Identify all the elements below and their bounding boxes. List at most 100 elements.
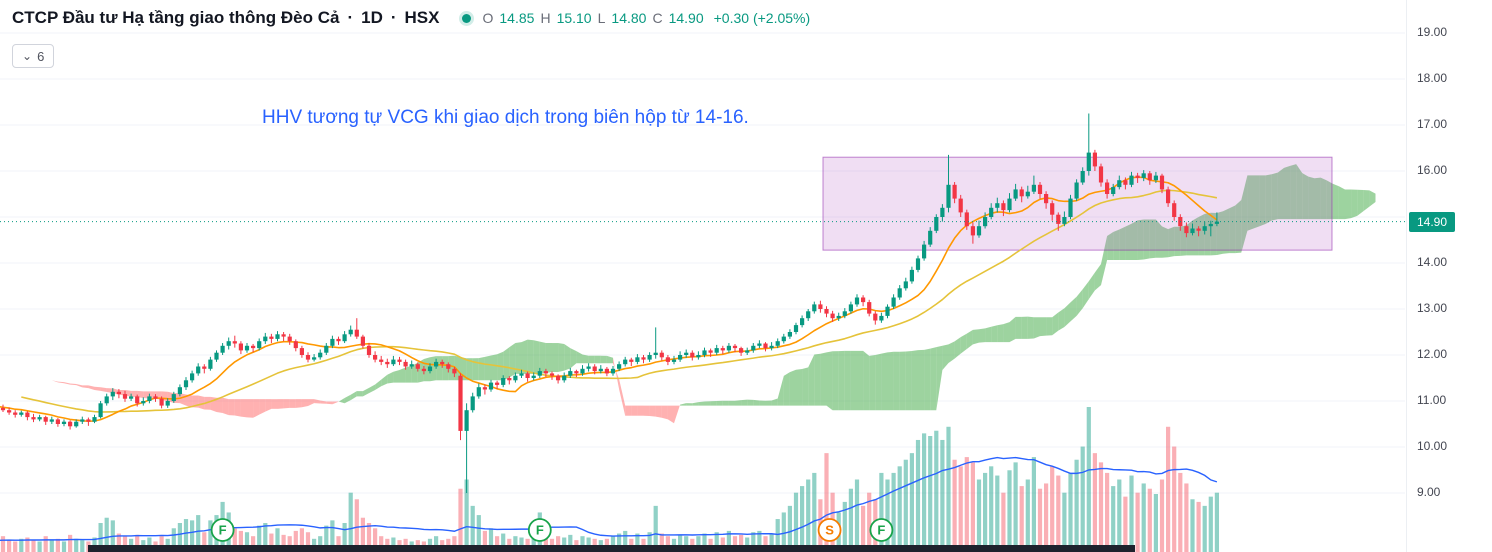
candle-body (671, 359, 677, 362)
cloud-bullish-segment (594, 355, 601, 364)
event-marker-circle (210, 518, 235, 542)
cloud-bullish-segment (509, 343, 516, 378)
cloud-bullish-segment (820, 352, 827, 406)
volume-bar (183, 519, 189, 552)
volume-bar (1159, 479, 1165, 552)
cloud-bullish-segment (1302, 173, 1309, 220)
cloud-bullish-segment (1332, 183, 1339, 220)
volume-bar (1129, 475, 1134, 552)
cloud-bullish-segment (600, 355, 607, 364)
cloud-bullish-segment (1119, 226, 1126, 261)
candle-body (891, 297, 896, 307)
candle-body (690, 352, 695, 358)
cloud-bullish-segment (1326, 180, 1333, 220)
event-marker-F[interactable]: F (210, 518, 235, 542)
candle-body (1129, 175, 1134, 185)
candle-body (220, 345, 225, 353)
volume-bar (909, 453, 914, 552)
volume-bar (281, 534, 286, 552)
candle-body (696, 355, 701, 358)
candle-body (147, 396, 152, 401)
event-marker-F[interactable]: F (527, 518, 552, 542)
candle-body (964, 212, 969, 227)
cloud-bullish-segment (759, 400, 766, 406)
cloud-bearish-segment (76, 383, 83, 388)
candle-body (842, 311, 847, 316)
cloud-bullish-segment (27, 376, 34, 378)
exchange-label: HSX (404, 8, 440, 27)
candle-body (488, 382, 494, 390)
candle-body (989, 207, 994, 217)
event-marker-S[interactable]: S (817, 518, 842, 542)
cloud-bearish-segment (240, 399, 247, 418)
candle-body (1031, 184, 1036, 192)
volume-bar (1037, 488, 1043, 552)
cloud-bearish-segment (228, 399, 235, 416)
legend-collapse-button[interactable]: ⌄ 6 (12, 44, 55, 68)
volume-bar (1111, 486, 1116, 552)
cloud-bullish-segment (722, 400, 729, 406)
candle-body (202, 366, 207, 369)
candle-body (464, 410, 469, 431)
candle-body (848, 304, 853, 312)
candle-body (214, 352, 219, 360)
volume-bar (495, 536, 500, 552)
cloud-bullish-segment (472, 358, 479, 381)
candle-body (1086, 152, 1091, 171)
candle-body (684, 352, 689, 355)
candle-body (501, 378, 506, 385)
volume-bar (177, 523, 182, 552)
volume-bar (244, 532, 250, 552)
indicator-count: 6 (37, 48, 45, 64)
candle-body (61, 421, 67, 424)
candle-body (836, 315, 841, 319)
candle-body (1062, 217, 1067, 224)
volume-bar (7, 540, 12, 552)
candle-body (385, 361, 390, 365)
price-axis[interactable]: 14.90 19.00 18.00 17.00 16.00 14.00 13.00 12.0… (1406, 0, 1492, 552)
bottom-panel-edge[interactable] (88, 545, 1135, 552)
volume-bar (769, 533, 774, 552)
candle-body (397, 359, 402, 362)
candle-body (745, 350, 750, 353)
event-marker-F[interactable]: F (869, 518, 894, 542)
volume-bar (196, 515, 201, 552)
volume-bar (476, 515, 481, 552)
volume-bar (74, 538, 79, 552)
candle-body (342, 334, 347, 342)
cloud-bearish-segment (216, 397, 223, 413)
volume-bar (305, 532, 311, 552)
candle-body (659, 352, 664, 358)
text-drawing-annotation[interactable]: HHV tương tự VCG khi giao dịch trong biê… (262, 107, 749, 128)
candle-body (244, 345, 250, 351)
cloud-bullish-segment (954, 337, 961, 359)
cloud-bullish-segment (698, 401, 705, 406)
volume-bar (202, 532, 207, 552)
cloud-bullish-segment (1046, 317, 1053, 336)
candle-body (129, 396, 134, 399)
candle-body (153, 396, 158, 399)
candle-body (251, 345, 256, 349)
candle-body (336, 338, 341, 342)
cloud-bullish-segment (1241, 175, 1248, 253)
volume-bar (586, 537, 591, 552)
volume-bar (897, 466, 902, 552)
symbol-legend: CTCP Đầu tư Hạ tầng giao thông Đèo Cả · … (12, 8, 810, 28)
cloud-bullish-segment (1229, 205, 1236, 254)
cloud-bullish-segment (997, 324, 1004, 343)
volume-bar (958, 466, 963, 552)
volume-bar (635, 533, 640, 552)
volume-bar (293, 530, 298, 552)
symbol-title[interactable]: CTCP Đầu tư Hạ tầng giao thông Đèo Cả (12, 8, 340, 27)
volume-bar (623, 530, 628, 552)
interval-label[interactable]: 1D (361, 8, 383, 27)
volume-bar (458, 488, 463, 552)
volume-bar (501, 533, 506, 552)
candle-body (1007, 198, 1012, 211)
event-marker-letter: F (536, 523, 544, 538)
range-box-drawing[interactable] (822, 156, 1333, 251)
candles-layer (0, 113, 1219, 493)
volume-bar (867, 492, 872, 552)
candle-body (257, 341, 262, 349)
